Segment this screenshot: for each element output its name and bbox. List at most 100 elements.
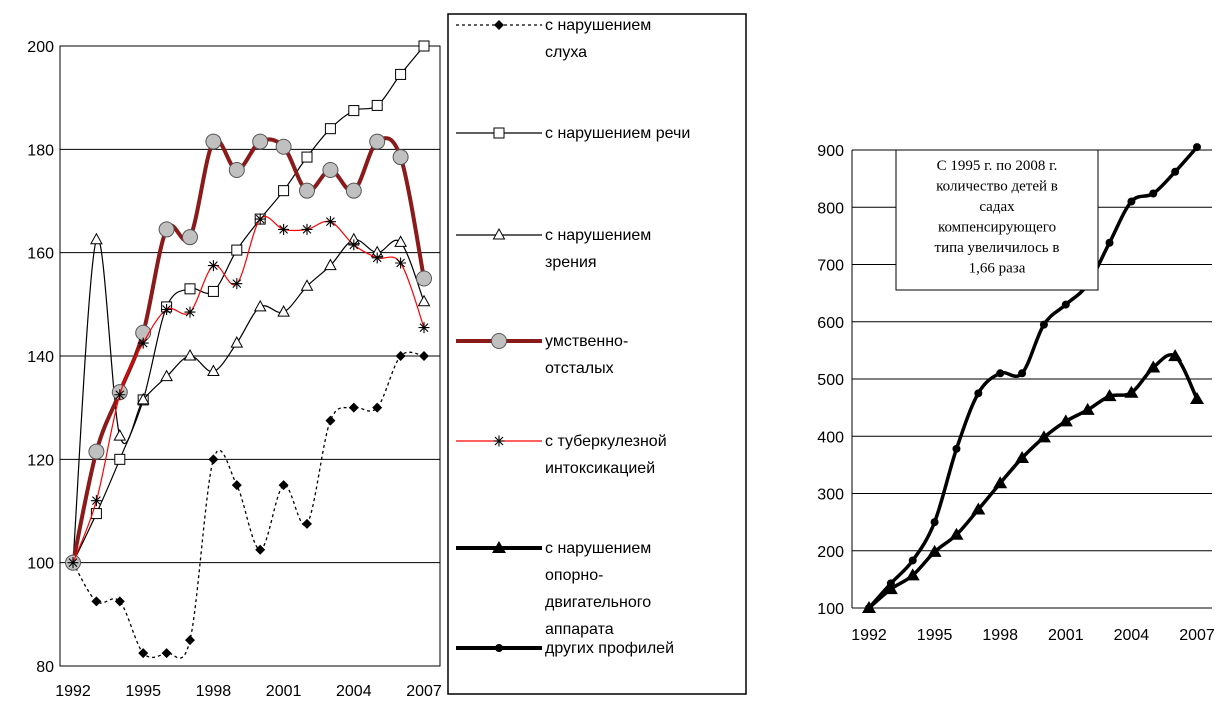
annotation-line-3: компенсирующего <box>938 220 1056 236</box>
diamond-marker-shape <box>494 20 504 30</box>
right-y-tick-label-500: 500 <box>817 372 844 389</box>
square-marker-shape <box>301 151 313 163</box>
annotation-line-2: садах <box>979 199 1015 215</box>
x-tick-label-1992: 1992 <box>55 683 91 700</box>
point-tuberculosis-2003 <box>324 216 336 228</box>
circle-marker-shape <box>205 133 222 150</box>
dot-marker-shape <box>1061 300 1070 309</box>
y-tick-label-140: 140 <box>27 349 54 366</box>
point-speech-2003 <box>324 123 336 135</box>
diamond-marker-shape <box>231 480 242 491</box>
right-point-upper-2004 <box>1127 197 1136 206</box>
square-marker-shape <box>418 40 430 52</box>
star-marker-shape <box>137 337 149 349</box>
star-marker-shape <box>184 306 196 318</box>
legend-label-vision-0: с нарушением <box>545 227 651 244</box>
annotation-line-0: С 1995 г. по 2008 г. <box>937 158 1058 174</box>
filled-triangle-marker-shape <box>1146 360 1161 373</box>
dot-marker-shape <box>1149 189 1158 198</box>
star-marker-shape <box>254 213 266 225</box>
right-series-group <box>862 143 1204 613</box>
point-speech-1999 <box>231 244 243 256</box>
right-y-tick-label-900: 900 <box>817 143 844 160</box>
legend: с нарушением слуха с нарушением речи с нару… <box>447 13 747 695</box>
point-tuberculosis-1999 <box>231 278 243 290</box>
legend-marker-other <box>495 644 503 652</box>
dot-marker-shape <box>1193 143 1201 152</box>
right-point-upper-2000 <box>1039 320 1048 329</box>
y-tick-label-180: 180 <box>27 142 54 159</box>
filled-triangle-marker-shape <box>1015 451 1030 464</box>
point-speech-1998 <box>207 285 219 297</box>
right-x-tick-label-1992: 1992 <box>851 627 887 644</box>
right-point-upper-1997 <box>974 389 983 398</box>
annotation-frame <box>895 149 1099 291</box>
legend-label-hearing-1: слуха <box>545 44 587 61</box>
point-tuberculosis-2001 <box>278 223 290 235</box>
left-gridlines <box>60 148 440 564</box>
right-point-lower-1995 <box>927 544 942 557</box>
y-tick-label-100: 100 <box>27 556 54 573</box>
right-point-upper-1998 <box>996 369 1005 378</box>
circle-marker-shape <box>228 162 245 178</box>
point-tuberculosis-1995 <box>137 337 149 349</box>
legend-label-mental-1: отсталых <box>545 360 614 377</box>
legend-label-hearing-0: с нарушением <box>545 17 651 34</box>
triangle-marker-shape <box>160 369 173 382</box>
point-vision-1993 <box>90 232 103 245</box>
circle-marker-shape <box>182 229 198 246</box>
triangle-marker-shape <box>324 258 337 271</box>
right-point-lower-1992 <box>862 601 876 613</box>
point-speech-2004 <box>348 105 360 117</box>
point-mental-2007 <box>416 270 432 287</box>
legend-label-musculoskeletal-2: двигательного <box>545 594 651 611</box>
point-tuberculosis-1993 <box>90 495 102 507</box>
point-hearing-1996 <box>161 648 172 659</box>
diamond-marker-shape <box>185 635 195 646</box>
legend-item-speech: с нарушением речи <box>456 125 690 142</box>
right-point-lower-2003 <box>1102 389 1117 402</box>
legend-item-mental: умственно-отсталых <box>456 333 628 377</box>
right-point-lower-2004 <box>1124 385 1139 398</box>
right-y-tick-label-700: 700 <box>817 258 844 275</box>
right-x-tick-label-2007: 2007 <box>1179 627 1215 644</box>
point-vision-2000 <box>253 299 267 312</box>
right-point-lower-1998 <box>993 476 1008 489</box>
point-speech-2001 <box>278 185 290 197</box>
diamond-marker-shape <box>114 596 125 607</box>
diamond-marker-shape <box>302 518 312 529</box>
point-mental-2006 <box>392 149 409 166</box>
square-marker-shape <box>278 185 290 197</box>
point-vision-2002 <box>300 279 314 291</box>
x-tick-label-2004: 2004 <box>336 683 372 700</box>
star-marker-shape <box>90 495 102 507</box>
right-point-upper-2001 <box>1061 300 1070 309</box>
annotation-line-5: 1,66 раза <box>969 261 1026 277</box>
right-point-upper-2006 <box>1171 167 1180 176</box>
circle-marker-shape <box>158 221 175 238</box>
circle-marker-shape <box>252 133 269 150</box>
right-point-lower-2005 <box>1146 360 1161 373</box>
star-marker-shape <box>493 435 505 447</box>
diamond-marker-shape <box>161 648 172 659</box>
circle-marker-shape <box>491 333 507 349</box>
left-x-tick-labels: 1992 1995 1998 2001 2004 2007 <box>55 683 442 700</box>
star-marker-shape <box>231 278 243 290</box>
legend-label-speech-0: с нарушением речи <box>545 125 690 142</box>
legend-item-tuberculosis: с туберкулезной интоксикацией <box>456 433 667 477</box>
filled-triangle-marker-shape <box>1124 385 1139 398</box>
square-marker-shape <box>231 244 243 256</box>
point-hearing-1995 <box>138 648 149 659</box>
dot-marker-shape <box>974 389 983 398</box>
right-y-tick-label-300: 300 <box>817 487 844 504</box>
filled-triangle-marker-shape <box>1102 389 1117 402</box>
square-marker-shape <box>371 99 383 111</box>
triangle-marker-shape <box>207 364 220 376</box>
x-tick-label-1998: 1998 <box>196 683 232 700</box>
x-tick-label-2001: 2001 <box>266 683 302 700</box>
point-hearing-2000 <box>255 544 266 555</box>
right-y-tick-label-400: 400 <box>817 429 844 446</box>
diamond-marker-shape <box>278 480 289 491</box>
point-mental-1997 <box>182 229 198 246</box>
